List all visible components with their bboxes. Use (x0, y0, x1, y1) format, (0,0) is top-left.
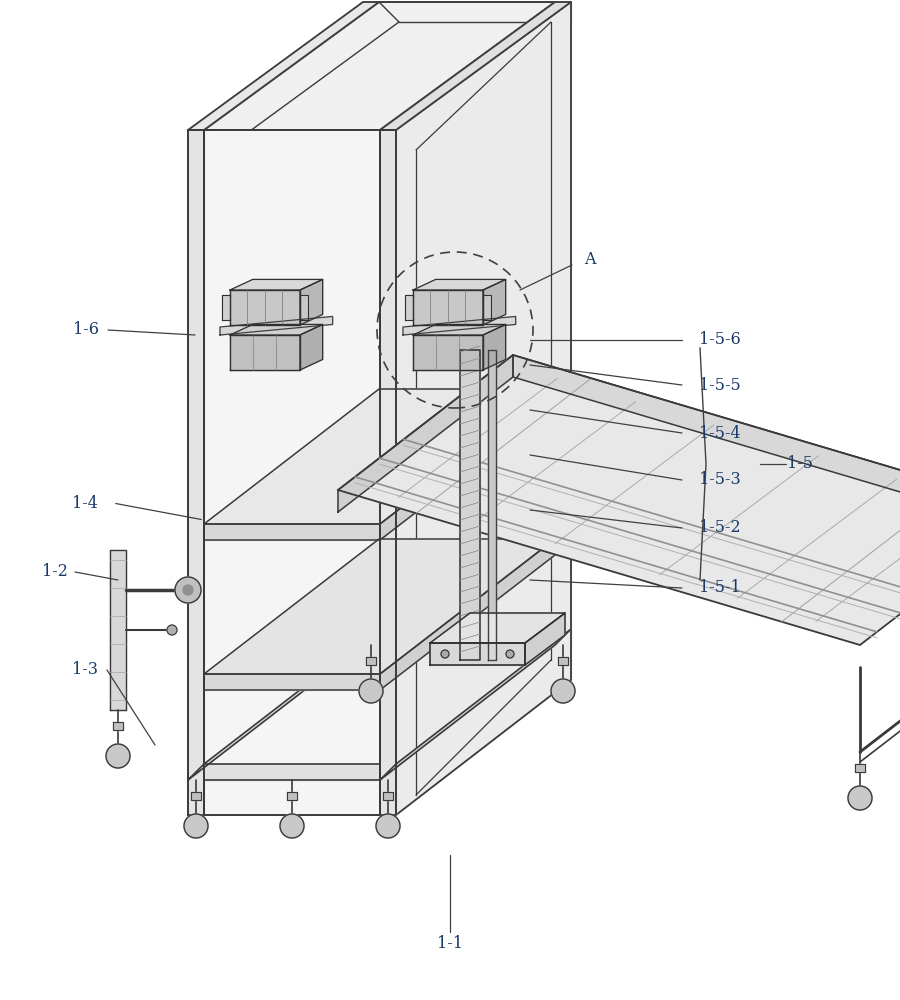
Polygon shape (188, 2, 379, 130)
Circle shape (106, 744, 130, 768)
Text: 1-5-5: 1-5-5 (699, 376, 741, 393)
Polygon shape (525, 613, 565, 665)
Circle shape (184, 814, 208, 838)
Polygon shape (222, 295, 230, 320)
Polygon shape (380, 389, 555, 540)
Polygon shape (204, 674, 380, 690)
Circle shape (441, 650, 449, 658)
Polygon shape (558, 657, 568, 665)
Polygon shape (363, 629, 571, 645)
Circle shape (376, 814, 400, 838)
Text: 1-5-1: 1-5-1 (699, 580, 741, 596)
Polygon shape (338, 355, 900, 645)
Text: 1-1: 1-1 (437, 934, 463, 952)
Polygon shape (110, 550, 126, 710)
Circle shape (175, 577, 201, 603)
Polygon shape (230, 290, 300, 325)
Polygon shape (380, 2, 571, 130)
Polygon shape (188, 130, 204, 815)
Polygon shape (380, 539, 555, 690)
Circle shape (359, 679, 383, 703)
Polygon shape (300, 279, 323, 325)
Polygon shape (204, 389, 555, 524)
Polygon shape (230, 324, 323, 335)
Polygon shape (396, 2, 571, 815)
Polygon shape (855, 764, 865, 772)
Polygon shape (300, 295, 308, 320)
Polygon shape (405, 295, 413, 320)
Polygon shape (483, 324, 506, 370)
Circle shape (183, 585, 193, 595)
Text: 1-3: 1-3 (72, 662, 98, 678)
Polygon shape (363, 2, 379, 680)
Polygon shape (204, 130, 380, 815)
Polygon shape (204, 539, 555, 674)
Polygon shape (220, 316, 333, 335)
Polygon shape (366, 657, 376, 665)
Text: A: A (584, 251, 596, 268)
Polygon shape (380, 629, 571, 780)
Text: 1-5: 1-5 (787, 456, 813, 473)
Polygon shape (363, 7, 571, 23)
Text: 1-2: 1-2 (42, 564, 68, 580)
Polygon shape (230, 279, 323, 290)
Polygon shape (513, 355, 900, 532)
Polygon shape (460, 350, 480, 660)
Text: 1-5-3: 1-5-3 (699, 472, 741, 488)
Circle shape (167, 625, 177, 635)
Polygon shape (188, 629, 379, 780)
Text: 1-4: 1-4 (72, 494, 98, 512)
Polygon shape (338, 355, 513, 512)
Polygon shape (204, 764, 380, 780)
Polygon shape (230, 335, 300, 370)
Polygon shape (413, 279, 506, 290)
Polygon shape (191, 792, 201, 800)
Polygon shape (483, 279, 506, 325)
Polygon shape (300, 324, 323, 370)
Polygon shape (430, 643, 525, 665)
Circle shape (848, 786, 872, 810)
Polygon shape (555, 2, 571, 680)
Circle shape (280, 814, 304, 838)
Polygon shape (413, 324, 506, 335)
Text: 1-5-2: 1-5-2 (699, 520, 741, 536)
Text: 1-5-6: 1-5-6 (699, 332, 741, 349)
Polygon shape (413, 290, 483, 325)
Polygon shape (483, 295, 491, 320)
Polygon shape (287, 792, 297, 800)
Polygon shape (413, 335, 483, 370)
Polygon shape (430, 613, 565, 643)
Polygon shape (403, 316, 516, 335)
Circle shape (551, 679, 575, 703)
Polygon shape (204, 2, 555, 130)
Circle shape (506, 650, 514, 658)
Polygon shape (380, 130, 396, 815)
Polygon shape (488, 350, 496, 660)
Text: 1-5-4: 1-5-4 (699, 424, 741, 442)
Text: 1-6: 1-6 (73, 322, 99, 338)
Polygon shape (113, 722, 123, 730)
Polygon shape (383, 792, 393, 800)
Polygon shape (204, 524, 380, 540)
